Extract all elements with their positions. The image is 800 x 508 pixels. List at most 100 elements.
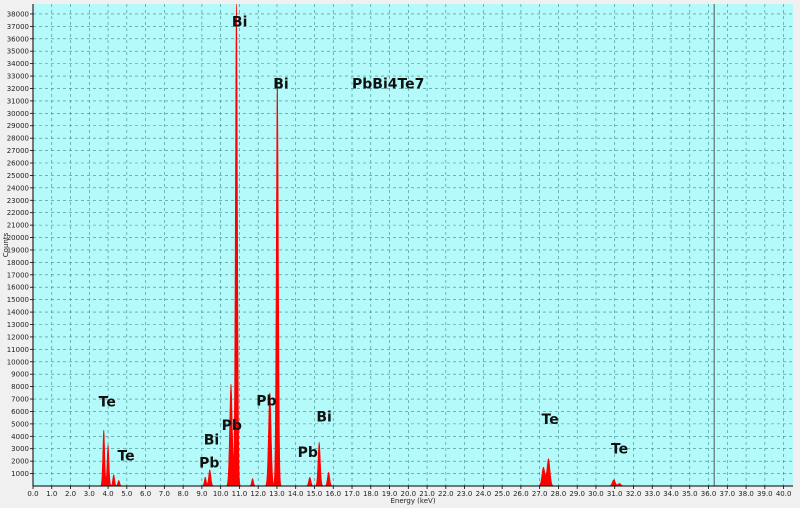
peak-label-bi: Bi: [273, 76, 288, 92]
x-tick-label: 13.0: [269, 490, 285, 498]
y-tick-label: 30000: [7, 110, 29, 118]
y-tick-label: 26000: [7, 160, 29, 168]
x-tick-label: 11.0: [232, 490, 248, 498]
y-tick-label: 1000: [11, 470, 29, 478]
x-tick-label: 39.0: [757, 490, 773, 498]
y-tick-label: 21000: [7, 222, 29, 230]
x-tick-label: 10.0: [213, 490, 229, 498]
x-tick-label: 15.0: [307, 490, 323, 498]
x-tick-label: 20.0: [401, 490, 417, 498]
x-tick-label: 37.0: [720, 490, 736, 498]
y-tick-label: 6000: [11, 408, 29, 416]
y-tick-label: 20000: [7, 234, 29, 242]
y-tick-label: 22000: [7, 209, 29, 217]
x-tick-label: 14.0: [288, 490, 304, 498]
x-tick-label: 0.0: [27, 490, 38, 498]
y-tick-label: 18000: [7, 259, 29, 267]
grid-lines: [32, 4, 793, 486]
y-tick-label: 31000: [7, 97, 29, 105]
peak-label-te: Te: [611, 442, 628, 458]
y-tick-label: 4000: [11, 433, 29, 441]
y-tick-label: 9000: [11, 371, 29, 379]
x-tick-label: 7.0: [159, 490, 170, 498]
x-tick-label: 38.0: [738, 490, 754, 498]
peak-label-pb: Pb: [298, 445, 318, 461]
y-tick-label: 34000: [7, 60, 29, 68]
x-tick-label: 8.0: [178, 490, 189, 498]
x-tick-label: 18.0: [363, 490, 379, 498]
x-tick-label: 4.0: [102, 490, 113, 498]
x-tick-label: 9.0: [196, 490, 207, 498]
chart-title: PbBi4Te7: [352, 76, 424, 92]
x-tick-label: 3.0: [84, 490, 95, 498]
x-axis-ticks: 0.0 1.0 2.0 3.0 4.0 5.0 6.0 7.0 8.0 9.0 10.0 11.0 12…: [27, 486, 791, 498]
peak-label-bi: Bi: [204, 432, 219, 448]
peak-label-te: Te: [117, 449, 134, 465]
y-tick-label: 2000: [11, 458, 29, 466]
y-tick-label: 3000: [11, 445, 29, 453]
y-tick-label: 29000: [7, 122, 29, 130]
y-axis-label: Counts: [2, 232, 10, 257]
peak-label-bi: Bi: [232, 14, 247, 30]
x-tick-label: 22.0: [438, 490, 454, 498]
x-tick-label: 5.0: [121, 490, 132, 498]
y-tick-label: 23000: [7, 197, 29, 205]
peak-label-pb: Pb: [222, 418, 242, 434]
y-tick-label: 10000: [7, 358, 29, 366]
plot-area: [33, 4, 793, 486]
y-tick-label: 32000: [7, 85, 29, 93]
x-tick-label: 31.0: [607, 490, 623, 498]
y-tick-label: 13000: [7, 321, 29, 329]
y-tick-label: 19000: [7, 246, 29, 254]
x-tick-label: 33.0: [644, 490, 660, 498]
x-tick-label: 19.0: [382, 490, 398, 498]
x-tick-label: 2.0: [65, 490, 76, 498]
x-tick-label: 12.0: [250, 490, 266, 498]
y-tick-label: 12000: [7, 333, 29, 341]
x-tick-label: 34.0: [663, 490, 679, 498]
x-tick-label: 35.0: [682, 490, 698, 498]
x-tick-label: 17.0: [344, 490, 360, 498]
x-tick-label: 26.0: [513, 490, 529, 498]
x-tick-label: 16.0: [325, 490, 341, 498]
x-tick-label: 36.0: [701, 490, 717, 498]
y-tick-label: 14000: [7, 309, 29, 317]
x-tick-label: 27.0: [532, 490, 548, 498]
peak-label-te: Te: [99, 394, 116, 410]
y-tick-label: 8000: [11, 383, 29, 391]
x-tick-label: 40.0: [776, 490, 792, 498]
peak-label-bi: Bi: [316, 409, 331, 425]
x-tick-label: 29.0: [569, 490, 585, 498]
x-axis-label: Energy (keV): [390, 497, 435, 505]
x-tick-label: 21.0: [419, 490, 435, 498]
x-tick-label: 1.0: [46, 490, 57, 498]
peak-label-pb: Pb: [199, 455, 219, 471]
y-tick-label: 7000: [11, 396, 29, 404]
y-tick-label: 37000: [7, 23, 29, 31]
y-axis-ticks: 1000 2000 3000 4000 5000 6000 7000 8000 9000 1000…: [7, 10, 33, 478]
y-tick-label: 17000: [7, 271, 29, 279]
y-tick-label: 33000: [7, 73, 29, 81]
y-tick-label: 28000: [7, 135, 29, 143]
y-tick-label: 25000: [7, 172, 29, 180]
y-tick-label: 5000: [11, 420, 29, 428]
y-tick-label: 36000: [7, 35, 29, 43]
x-tick-label: 30.0: [588, 490, 604, 498]
y-tick-label: 15000: [7, 296, 29, 304]
y-tick-label: 35000: [7, 48, 29, 56]
y-tick-label: 24000: [7, 184, 29, 192]
y-tick-label: 27000: [7, 147, 29, 155]
x-tick-label: 28.0: [551, 490, 567, 498]
x-tick-label: 24.0: [476, 490, 492, 498]
x-tick-label: 25.0: [494, 490, 510, 498]
x-tick-label: 6.0: [140, 490, 151, 498]
y-tick-label: 38000: [7, 10, 29, 18]
x-tick-label: 32.0: [626, 490, 642, 498]
peak-label-te: Te: [542, 412, 559, 428]
y-tick-label: 16000: [7, 284, 29, 292]
x-tick-label: 23.0: [457, 490, 473, 498]
peak-label-pb: Pb: [256, 393, 276, 409]
y-tick-label: 11000: [7, 346, 29, 354]
